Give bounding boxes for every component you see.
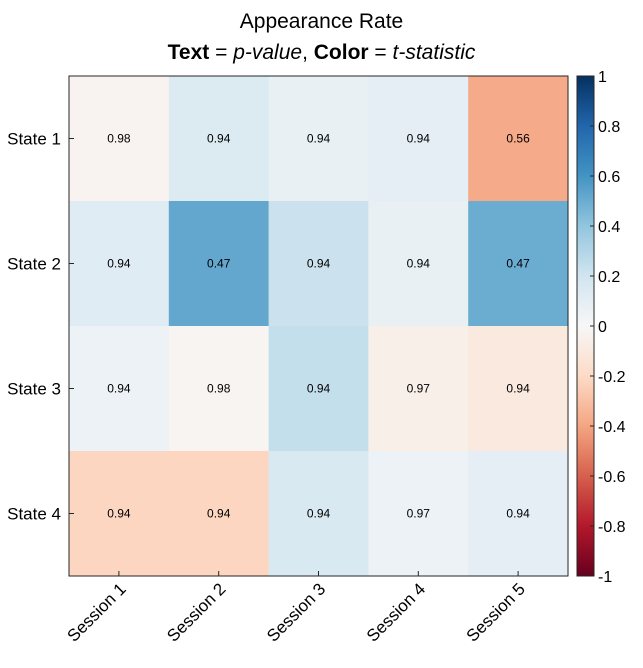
heatmap-cell	[168, 451, 270, 577]
column-label: Session 1	[63, 579, 129, 645]
subtitle-p-value: p-value	[233, 41, 303, 64]
cell-p-value-label: 0.94	[407, 257, 431, 271]
row-label: State 1	[7, 130, 61, 149]
cell-p-value-label: 0.97	[407, 382, 431, 396]
heatmap-cell	[368, 201, 469, 327]
cell-p-value-label: 0.94	[307, 507, 331, 521]
colorbar-tick-label: 0	[598, 319, 607, 336]
cell-p-value-label: 0.94	[307, 382, 331, 396]
cell-p-value-label: 0.56	[506, 132, 530, 146]
colorbar-tick-label: 0.4	[598, 219, 620, 236]
cell-p-value-label: 0.94	[506, 382, 530, 396]
heatmap-cell	[468, 451, 569, 577]
heatmap-cell	[468, 76, 569, 202]
cell-p-value-label: 0.98	[107, 132, 131, 146]
cell-p-value-label: 0.94	[307, 132, 331, 146]
heatmap-cell	[368, 76, 469, 202]
subtitle-text-label: Text	[167, 41, 210, 64]
heatmap-cell	[268, 76, 369, 202]
subtitle-color-label: Color	[313, 41, 369, 64]
cell-p-value-label: 0.94	[207, 507, 231, 521]
column-label: Session 5	[463, 579, 529, 645]
heatmap-cell	[368, 326, 469, 452]
row-label: State 2	[7, 255, 61, 274]
column-label: Session 4	[363, 579, 429, 645]
column-labels: Session 1 Session 2 Session 3 Session 4 Sess…	[63, 571, 529, 646]
colorbar-tick-label: -0.2	[598, 369, 626, 386]
cell-p-value-label: 0.94	[107, 507, 131, 521]
heatmap-cell	[268, 326, 369, 452]
heatmap-cell	[168, 326, 270, 452]
colorbar-tick-label: 0.8	[598, 119, 620, 136]
colorbar-tick-label: 1	[598, 69, 607, 86]
heatmap-cell	[368, 451, 469, 577]
chart-title: Appearance Rate	[239, 10, 404, 33]
heatmap-cell	[69, 201, 170, 327]
colorbar-tick-label: 0.6	[598, 169, 620, 186]
cell-p-value-label: 0.98	[207, 382, 231, 396]
heatmap-cell	[69, 326, 170, 452]
cell-p-value-label: 0.94	[107, 257, 131, 271]
heatmap-cells: 0.98 0.94 0.94 0.94 0.56 0.94 0.47 0.94 0.94 0.47…	[69, 76, 569, 577]
cell-p-value-label: 0.97	[407, 507, 431, 521]
column-label: Session 3	[263, 579, 329, 645]
row-label: State 4	[7, 505, 61, 524]
row-labels: State 1 State 2 State 3 State 4	[7, 130, 74, 524]
colorbar-tick-label: -0.4	[598, 419, 626, 436]
colorbar-tick-label: 0.2	[598, 269, 620, 286]
subtitle-t-statistic: t-statistic	[392, 41, 476, 64]
heatmap-cell	[69, 76, 170, 202]
subtitle-sep: ,	[302, 41, 314, 64]
heatmap-cell	[168, 201, 270, 327]
heatmap-cell	[168, 76, 270, 202]
cell-p-value-label: 0.94	[407, 132, 431, 146]
column-label: Session 2	[163, 579, 229, 645]
colorbar-tick-label: -1	[598, 569, 612, 586]
subtitle-eq-2: =	[368, 41, 393, 64]
heatmap-cell	[468, 326, 569, 452]
heatmap-cell	[69, 451, 170, 577]
heatmap-cell	[468, 201, 569, 327]
chart-subtitle: Text = p-value, Color = t-statistic	[0, 41, 643, 65]
cell-p-value-label: 0.94	[307, 257, 331, 271]
row-label: State 3	[7, 380, 61, 399]
cell-p-value-label: 0.47	[207, 257, 231, 271]
colorbar-ticks: 1 0.8 0.6 0.4 0.2 0 -0.2 -0.4 -0.6 -0.8 -1	[590, 69, 626, 586]
colorbar-tick-label: -0.6	[598, 469, 626, 486]
cell-p-value-label: 0.94	[207, 132, 231, 146]
cell-p-value-label: 0.47	[506, 257, 530, 271]
heatmap-cell	[268, 201, 369, 327]
heatmap-cell	[268, 451, 369, 577]
cell-p-value-label: 0.94	[506, 507, 530, 521]
cell-p-value-label: 0.94	[107, 382, 131, 396]
subtitle-eq-1: =	[209, 41, 234, 64]
colorbar-tick-label: -0.8	[598, 519, 626, 536]
